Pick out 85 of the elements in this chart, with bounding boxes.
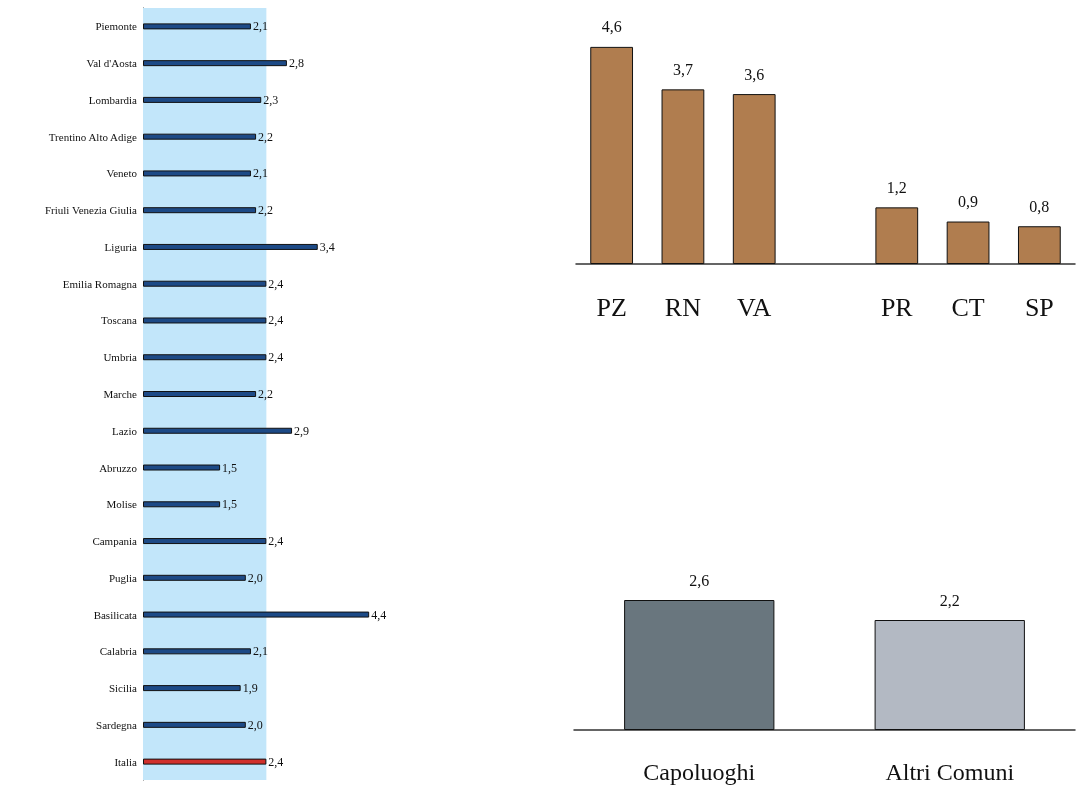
data-label: 2,4 xyxy=(268,313,284,328)
data-label: 2,2 xyxy=(258,203,274,218)
y-tick-label: Puglia xyxy=(108,571,138,584)
data-label: 4,6 xyxy=(601,18,622,36)
data-label: 2,2 xyxy=(258,129,274,144)
bar xyxy=(143,133,257,140)
x-tick-label: VA xyxy=(737,292,772,322)
data-label: 2,6 xyxy=(689,571,710,589)
x-tick-label: SP xyxy=(1024,292,1054,322)
bar xyxy=(143,354,267,361)
data-label: 2,1 xyxy=(252,644,268,659)
bar xyxy=(143,243,318,250)
bar xyxy=(143,721,246,728)
bar xyxy=(143,427,293,434)
bar xyxy=(946,221,990,264)
bar xyxy=(590,46,634,264)
data-label: 4,4 xyxy=(371,607,387,622)
x-tick-label: RN xyxy=(664,292,702,322)
data-label: 1,2 xyxy=(886,178,907,196)
data-label: 1,5 xyxy=(222,497,238,512)
bar xyxy=(143,60,287,67)
data-label: 2,1 xyxy=(252,19,268,34)
data-label: 0,9 xyxy=(958,193,979,211)
bar xyxy=(143,501,221,508)
y-tick-label: Lombardia xyxy=(88,93,138,106)
y-tick-label: Campania xyxy=(92,535,138,548)
y-tick-label: Molise xyxy=(106,498,138,511)
data-label: 1,9 xyxy=(242,681,258,696)
y-tick-label: Abruzzo xyxy=(99,461,138,474)
y-tick-label: Sicilia xyxy=(108,682,138,695)
y-tick-label: Val d'Aosta xyxy=(86,57,138,70)
y-tick-label: Umbria xyxy=(103,351,138,364)
data-label: 2,2 xyxy=(939,591,960,609)
bar xyxy=(143,685,241,692)
x-tick-label: Capoluoghi xyxy=(643,759,756,785)
bar xyxy=(875,207,919,264)
bar xyxy=(732,94,776,264)
bar xyxy=(143,170,251,177)
data-label: 1,5 xyxy=(222,460,238,475)
bar xyxy=(143,207,257,214)
y-tick-label: Basilicata xyxy=(93,608,138,621)
data-label: 2,4 xyxy=(268,534,284,549)
x-tick-label: PR xyxy=(880,292,914,322)
bar xyxy=(143,758,267,765)
data-label: 2,1 xyxy=(252,166,268,181)
x-tick-label: PZ xyxy=(596,292,627,322)
bar xyxy=(143,648,251,655)
y-tick-label: Lazio xyxy=(111,424,138,437)
bar xyxy=(1017,226,1061,264)
y-tick-label: Sardegna xyxy=(96,718,138,731)
bar xyxy=(143,23,251,30)
data-label: 2,3 xyxy=(263,92,279,107)
bar xyxy=(661,89,705,264)
bar xyxy=(143,574,246,581)
bar xyxy=(143,611,370,618)
data-label: 0,8 xyxy=(1029,197,1050,215)
data-label: 3,6 xyxy=(744,65,765,83)
x-tick-label: Altri Comuni xyxy=(885,759,1015,785)
bar xyxy=(143,464,221,471)
y-tick-label: Italia xyxy=(114,755,138,768)
data-label: 2,0 xyxy=(247,570,263,585)
bar xyxy=(143,538,267,545)
y-tick-label: Toscana xyxy=(101,314,138,327)
data-label: 2,8 xyxy=(288,56,304,71)
x-tick-label: CT xyxy=(951,292,985,322)
data-label: 2,2 xyxy=(258,387,274,401)
data-label: 2,4 xyxy=(268,350,284,365)
bar xyxy=(143,96,262,103)
data-label: 3,4 xyxy=(319,239,335,254)
data-label: 2,4 xyxy=(268,276,284,291)
data-label: 2,4 xyxy=(268,754,284,769)
data-label: 2,0 xyxy=(247,717,263,732)
bar xyxy=(143,280,267,287)
y-tick-label: Friuli Venezia Giulia xyxy=(44,204,138,217)
y-tick-label: Trentino Alto Adige xyxy=(48,130,138,143)
bar xyxy=(143,391,257,397)
y-tick-label: Piemonte xyxy=(95,20,138,33)
y-tick-label: Marche xyxy=(103,388,138,400)
y-tick-label: Calabria xyxy=(99,645,138,658)
y-tick-label: Veneto xyxy=(106,167,138,180)
data-label: 2,9 xyxy=(294,423,310,438)
bar xyxy=(143,317,267,324)
data-label: 3,7 xyxy=(672,60,693,78)
y-tick-label: Liguria xyxy=(104,240,138,253)
y-tick-label: Emilia Romagna xyxy=(62,277,138,290)
